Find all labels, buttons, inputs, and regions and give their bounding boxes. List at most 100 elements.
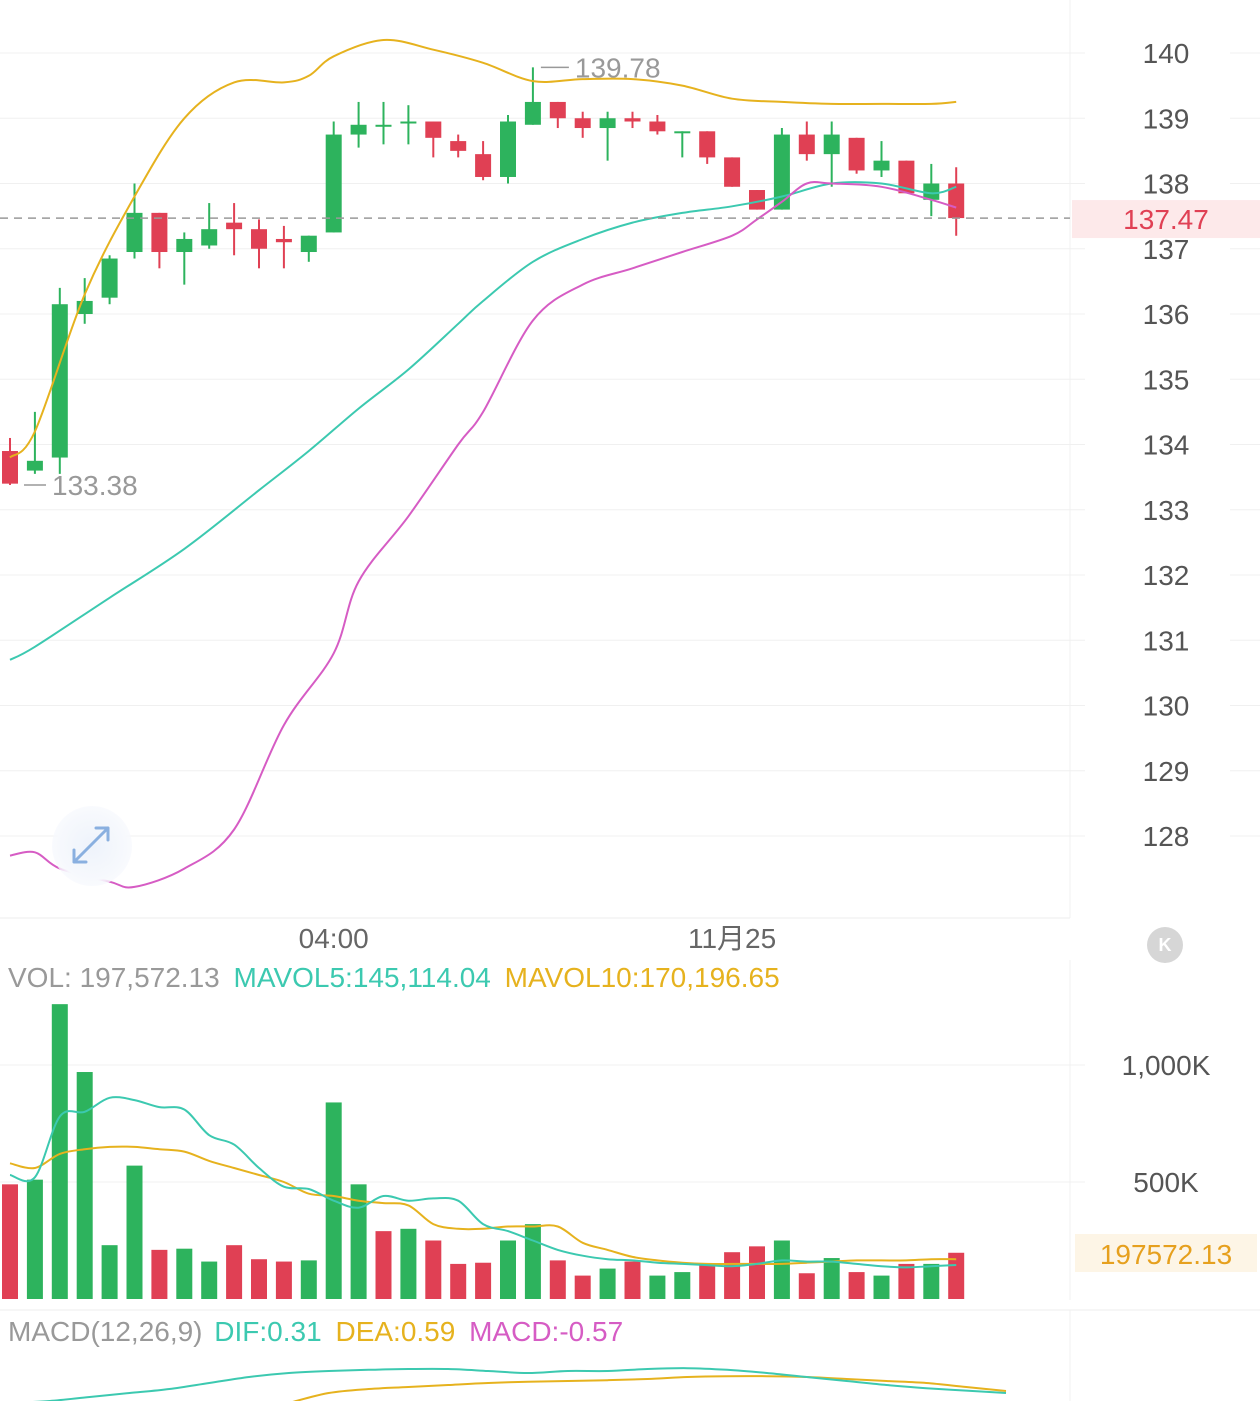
price-tick-label: 134 xyxy=(1143,430,1190,461)
volume-bar xyxy=(500,1240,516,1299)
bollinger-upper-line xyxy=(9,38,957,459)
candle xyxy=(201,203,218,249)
candle-body xyxy=(649,121,666,132)
candle xyxy=(848,137,865,174)
candle-body xyxy=(948,183,965,219)
volume-bar xyxy=(201,1261,218,1299)
price-tick-label: 129 xyxy=(1143,756,1190,787)
candle xyxy=(624,111,641,129)
candle-body xyxy=(549,101,566,119)
candle xyxy=(350,101,367,148)
dif-line xyxy=(32,1367,1007,1401)
candle xyxy=(400,105,417,145)
volume-bar xyxy=(400,1228,417,1299)
volume-bar xyxy=(475,1262,492,1299)
volume-bar xyxy=(699,1263,716,1299)
expand-button[interactable] xyxy=(52,806,132,886)
price-tick-label: 139 xyxy=(1143,103,1190,134)
mavol5-label: MAVOL5:145,114.04 xyxy=(233,962,491,993)
volume-bar xyxy=(823,1258,840,1299)
candle xyxy=(151,212,168,269)
volume-bar xyxy=(574,1275,591,1299)
price-tick-label: 135 xyxy=(1143,364,1190,395)
k-line-button[interactable]: K xyxy=(1147,927,1183,963)
candle xyxy=(251,219,267,269)
candle-body xyxy=(823,134,840,155)
candle-body xyxy=(574,118,591,129)
candle xyxy=(524,67,541,125)
candle-body xyxy=(898,160,915,194)
candle-body xyxy=(773,134,790,210)
candle-body xyxy=(500,121,516,177)
price-tick-label: 130 xyxy=(1143,691,1190,722)
volume-tick-label: 1,000K xyxy=(1122,1050,1211,1081)
macd-legend: MACD(12,26,9) DIF:0.31 DEA:0.59 MACD:-0.… xyxy=(8,1316,629,1348)
candle-body xyxy=(26,460,43,471)
candle xyxy=(649,114,666,135)
candle xyxy=(275,225,292,269)
candle xyxy=(76,278,93,324)
candle-body xyxy=(524,101,541,125)
candle xyxy=(823,121,840,187)
volume-bar xyxy=(76,1072,93,1299)
candle xyxy=(475,141,492,181)
candle-body xyxy=(101,258,118,298)
volume-bar xyxy=(749,1246,765,1299)
volume-bar xyxy=(649,1275,666,1299)
candle-body xyxy=(51,304,68,458)
volume-bar xyxy=(26,1179,43,1299)
price-tick-label: 140 xyxy=(1143,38,1190,69)
price-tick-label: 138 xyxy=(1143,169,1190,200)
volume-bar xyxy=(724,1252,741,1299)
candle xyxy=(749,190,765,210)
macd-title: MACD(12,26,9) xyxy=(8,1316,203,1347)
bollinger-mid-line xyxy=(9,181,957,661)
low-marker-label: 133.38 xyxy=(52,470,138,501)
candle-body xyxy=(848,137,865,171)
volume-tick-label: 500K xyxy=(1133,1167,1199,1198)
candle xyxy=(574,111,591,138)
candle xyxy=(51,287,68,474)
price-tick-label: 128 xyxy=(1143,821,1190,852)
candle-body xyxy=(873,160,890,171)
volume-bar xyxy=(275,1261,292,1299)
price-tick-label: 132 xyxy=(1143,560,1190,591)
candle-body xyxy=(300,235,317,253)
volume-bar xyxy=(350,1184,367,1299)
volume-bar xyxy=(450,1263,467,1299)
volume-bar xyxy=(151,1249,168,1299)
candle xyxy=(2,437,18,485)
candle-body xyxy=(475,154,492,177)
volume-bar xyxy=(798,1273,815,1299)
candle-body xyxy=(201,229,218,246)
expand-icon xyxy=(72,826,110,864)
volume-bar xyxy=(101,1245,118,1299)
volume-bar xyxy=(300,1260,317,1299)
candle-body xyxy=(724,157,741,187)
volume-bar xyxy=(425,1240,442,1299)
candle xyxy=(873,141,890,177)
x-tick-label: 04:00 xyxy=(299,923,369,954)
macd-value-label: MACD:-0.57 xyxy=(469,1316,624,1347)
candle-body xyxy=(375,124,392,127)
volume-bar xyxy=(126,1165,143,1299)
candle xyxy=(425,121,442,158)
candle-body xyxy=(624,118,641,122)
volume-bar xyxy=(524,1224,541,1299)
candle xyxy=(699,131,716,164)
price-tick-label: 131 xyxy=(1143,625,1190,656)
current-price-label: 137.47 xyxy=(1123,204,1209,235)
dea-line xyxy=(292,1375,1007,1401)
volume-bar xyxy=(599,1268,616,1299)
candle-body xyxy=(251,229,267,249)
candle xyxy=(798,121,815,161)
volume-bar xyxy=(898,1263,915,1299)
candle xyxy=(450,134,467,158)
candle xyxy=(923,163,940,217)
candle xyxy=(674,131,691,158)
volume-bar xyxy=(251,1259,267,1299)
x-tick-label: 11月25 xyxy=(688,923,776,954)
price-tick-label: 133 xyxy=(1143,495,1190,526)
